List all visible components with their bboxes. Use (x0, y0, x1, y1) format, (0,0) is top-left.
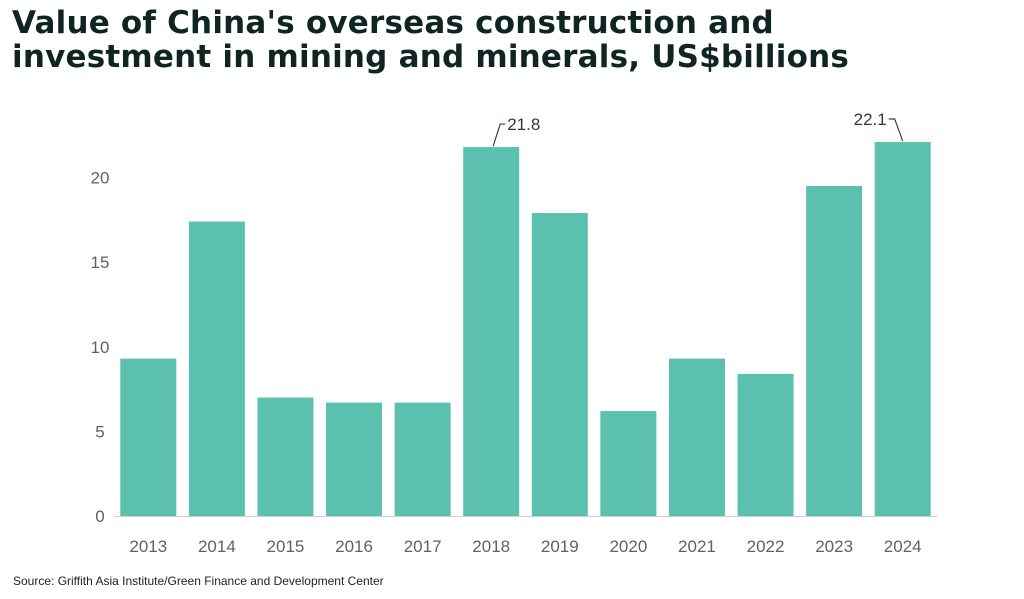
y-tick-label-15: 15 (91, 253, 110, 272)
chart-title-line-2: investment in mining and minerals, US$bi… (12, 39, 849, 75)
bar-group (120, 142, 931, 517)
bar-chart: 0 5 10 15 20 2013 2014 2015 2016 2017 2018 2019 202… (91, 110, 937, 556)
y-tick-label-0: 0 (95, 507, 104, 526)
chart-title: Value of China's overseas construction a… (12, 6, 1012, 74)
data-label-2018: 21.8 (507, 115, 540, 134)
y-tick-label-5: 5 (95, 422, 104, 441)
x-tick-label-2018: 2018 (472, 537, 510, 556)
x-tick-label-2015: 2015 (267, 537, 305, 556)
annotation-group: 21.8 22.1 (492, 110, 904, 147)
annotation-leader-2018 (492, 123, 506, 147)
bar-2014 (188, 221, 245, 517)
bar-2016 (326, 402, 383, 516)
bar-2024 (874, 142, 931, 516)
annotation-leader-2024 (888, 118, 904, 142)
bar-2022 (737, 373, 794, 516)
bar-2013 (120, 358, 177, 516)
source-note: Source: Griffith Asia Institute/Green Fi… (13, 574, 384, 588)
y-axis: 0 5 10 15 20 (91, 169, 110, 526)
x-tick-label-2020: 2020 (609, 537, 647, 556)
bar-2017 (394, 402, 451, 516)
data-label-2024: 22.1 (854, 110, 887, 129)
bar-2015 (257, 397, 314, 516)
x-tick-label-2016: 2016 (335, 537, 373, 556)
bar-2021 (668, 358, 725, 516)
bar-2018 (463, 147, 520, 517)
x-tick-label-2021: 2021 (678, 537, 716, 556)
x-tick-label-2017: 2017 (404, 537, 442, 556)
x-tick-label-2019: 2019 (541, 537, 579, 556)
chart-title-line-1: Value of China's overseas construction a… (12, 5, 774, 41)
bar-2023 (806, 186, 863, 516)
x-tick-label-2023: 2023 (815, 537, 853, 556)
bar-2019 (531, 213, 588, 517)
y-tick-label-20: 20 (91, 169, 110, 188)
x-axis: 2013 2014 2015 2016 2017 2018 2019 2020 2021 2022… (114, 516, 937, 556)
x-tick-label-2014: 2014 (198, 537, 236, 556)
x-tick-label-2024: 2024 (884, 537, 922, 556)
x-tick-label-2022: 2022 (747, 537, 785, 556)
y-tick-label-10: 10 (91, 338, 110, 357)
bar-2020 (600, 411, 657, 516)
x-tick-label-2013: 2013 (129, 537, 167, 556)
